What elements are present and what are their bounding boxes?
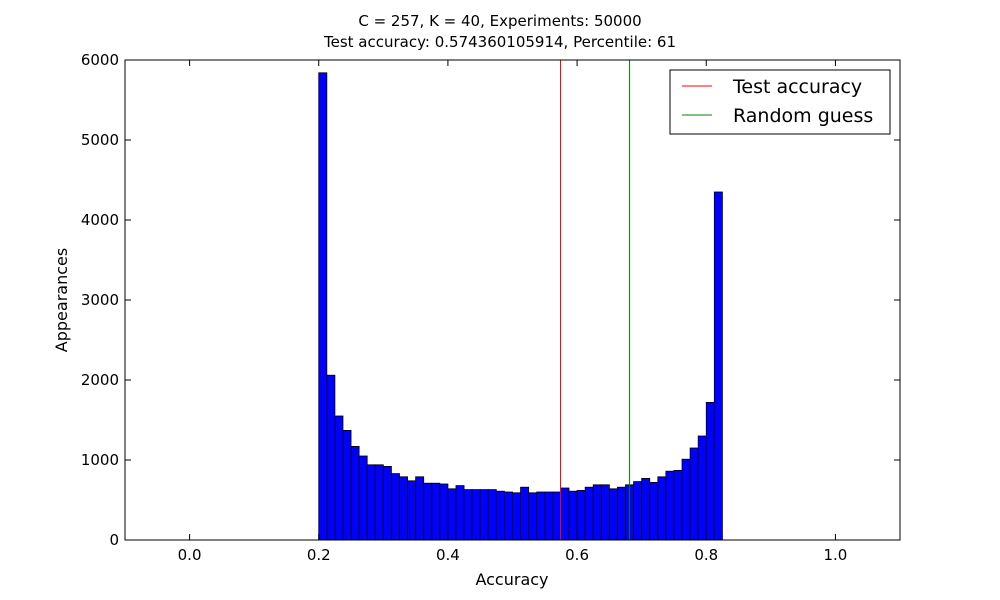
histogram-bar	[536, 491, 546, 541]
y-tick-label: 1000	[81, 451, 119, 469]
histogram-bar	[439, 483, 449, 541]
x-tick-label: 0.0	[178, 546, 202, 564]
histogram-bar	[576, 489, 586, 541]
chart-title-line-2: Test accuracy: 0.574360105914, Percentil…	[323, 33, 676, 51]
y-axis-ticks: 0 1000 2000 3000 4000 5000 6000	[81, 51, 900, 549]
histogram-bar	[697, 435, 707, 541]
histogram-bar	[592, 484, 602, 541]
x-tick-label: 0.2	[307, 546, 331, 564]
histogram-bar	[407, 480, 417, 541]
histogram-bar	[608, 488, 618, 541]
legend-box	[669, 69, 891, 135]
histogram-bar	[455, 485, 465, 541]
histogram-bar	[528, 492, 538, 541]
histogram-bar	[415, 476, 425, 541]
histogram-bar	[544, 491, 554, 541]
y-tick-label: 4000	[81, 211, 119, 229]
x-tick-label: 0.4	[436, 546, 460, 564]
histogram-bar	[471, 489, 481, 541]
y-tick-label: 3000	[81, 291, 119, 309]
y-tick-label: 2000	[81, 371, 119, 389]
histogram-bar	[350, 445, 360, 541]
histogram-bar	[487, 489, 497, 541]
histogram-bar	[512, 492, 521, 541]
chart-title-line-1: C = 257, K = 40, Experiments: 50000	[358, 12, 641, 30]
histogram-bar	[649, 481, 659, 541]
legend-label-test-accuracy: Test accuracy	[732, 76, 862, 98]
x-tick-label: 0.6	[565, 546, 589, 564]
x-tick-label: 0.8	[694, 546, 718, 564]
histogram-bar	[681, 458, 691, 541]
histogram-bar	[334, 415, 344, 541]
histogram-bar	[318, 72, 328, 541]
histogram-bar	[641, 477, 651, 541]
y-axis-label: Appearances	[52, 248, 71, 352]
histogram-bar	[689, 447, 699, 541]
histogram-bar	[568, 490, 578, 541]
x-axis-label: Accuracy	[475, 570, 548, 589]
histogram-bar	[447, 488, 457, 541]
histogram-bar	[391, 473, 400, 541]
histogram-bar	[600, 484, 610, 541]
histogram-bar	[342, 429, 352, 541]
reference-lines	[560, 60, 631, 540]
histogram-bars	[318, 72, 723, 541]
histogram-bar	[326, 374, 336, 541]
histogram-bar	[633, 481, 643, 541]
histogram-bar	[463, 489, 473, 541]
y-tick-label: 6000	[81, 51, 119, 69]
histogram-bar	[665, 470, 675, 541]
histogram-bar	[358, 455, 368, 541]
x-axis-ticks: 0.0 0.2 0.4 0.6 0.8 1.0	[178, 60, 847, 564]
histogram-bar	[520, 486, 530, 541]
histogram-bar	[673, 469, 683, 541]
histogram-bar	[423, 482, 433, 541]
x-tick-label: 1.0	[823, 546, 847, 564]
histogram-bar	[552, 491, 562, 541]
histogram-bar	[657, 476, 667, 541]
histogram-bar	[374, 464, 384, 541]
histogram-bar	[495, 490, 505, 541]
y-tick-label: 5000	[81, 131, 119, 149]
histogram-bar	[504, 491, 513, 541]
histogram-bar	[705, 401, 715, 541]
histogram-bar	[617, 486, 626, 541]
legend: Test accuracy Random guess	[669, 69, 891, 135]
histogram-bar	[560, 487, 570, 541]
histogram-bar	[713, 191, 723, 541]
histogram-bar	[584, 486, 594, 541]
histogram-bar	[366, 464, 376, 541]
histogram-bar	[382, 465, 392, 541]
histogram-bar	[399, 476, 408, 541]
y-tick-label: 0	[109, 531, 119, 549]
histogram-bar	[431, 482, 441, 541]
histogram-bar	[479, 489, 489, 541]
legend-label-random-guess: Random guess	[733, 105, 873, 127]
